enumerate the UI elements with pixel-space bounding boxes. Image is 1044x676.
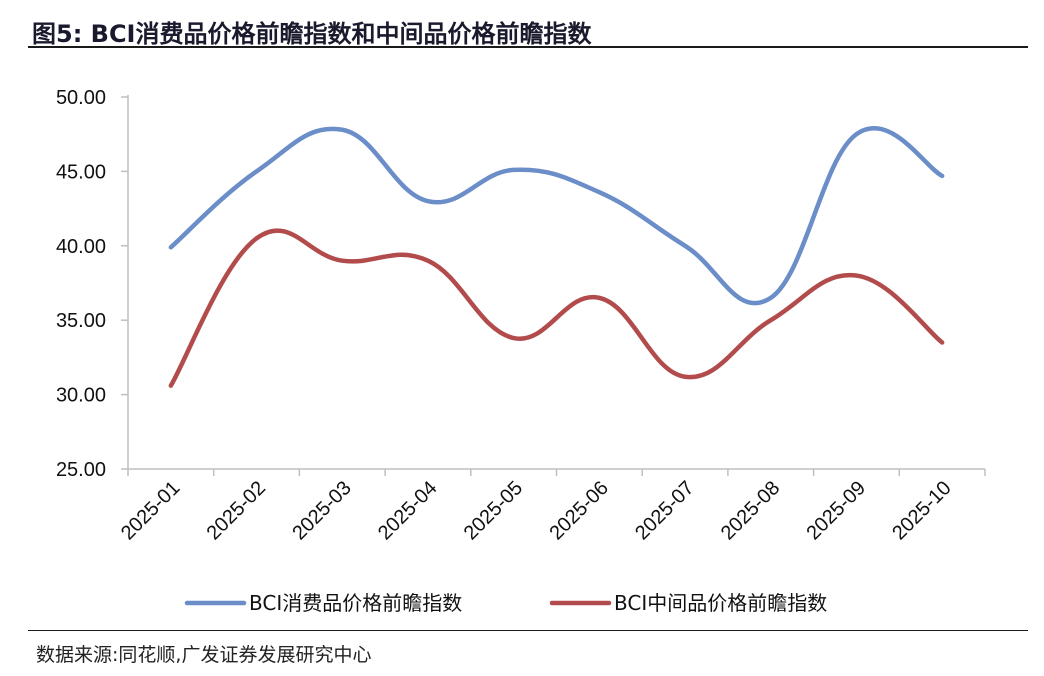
series-line-2 <box>168 228 945 388</box>
x-tick-label: 2025-01 <box>117 477 184 544</box>
y-tick-label: 30.00 <box>56 385 106 407</box>
x-tick-label: 2025-02 <box>203 477 270 544</box>
x-tick-label: 2025-04 <box>374 477 441 544</box>
chart-title: 图5: BCI消费品价格前瞻指数和中间品价格前瞻指数 <box>32 20 592 48</box>
x-tick-label: 2025-09 <box>803 477 870 544</box>
y-tick-label: 45.00 <box>56 161 106 183</box>
x-tick-label: 2025-10 <box>888 477 955 544</box>
legend-label-1: BCI消费品价格前瞻指数 <box>249 591 462 615</box>
x-tick-label: 2025-05 <box>460 477 527 544</box>
title-bar: 图5: BCI消费品价格前瞻指数和中间品价格前瞻指数 <box>28 10 1028 48</box>
source-divider <box>28 630 1028 631</box>
series-line-1 <box>168 126 945 306</box>
y-tick-label: 25.00 <box>56 459 106 481</box>
y-tick-label: 35.00 <box>56 310 106 332</box>
legend-label-2: BCI中间品价格前瞻指数 <box>614 591 827 615</box>
x-tick-label: 2025-08 <box>717 477 784 544</box>
y-tick-label: 40.00 <box>56 236 106 258</box>
x-tick-label: 2025-07 <box>631 477 698 544</box>
x-tick-label: 2025-06 <box>545 477 612 544</box>
x-tick-label: 2025-03 <box>288 477 355 544</box>
y-tick-label: 50.00 <box>56 87 106 109</box>
source-note: 数据来源:同花顺,广发证券发展研究中心 <box>36 644 372 666</box>
